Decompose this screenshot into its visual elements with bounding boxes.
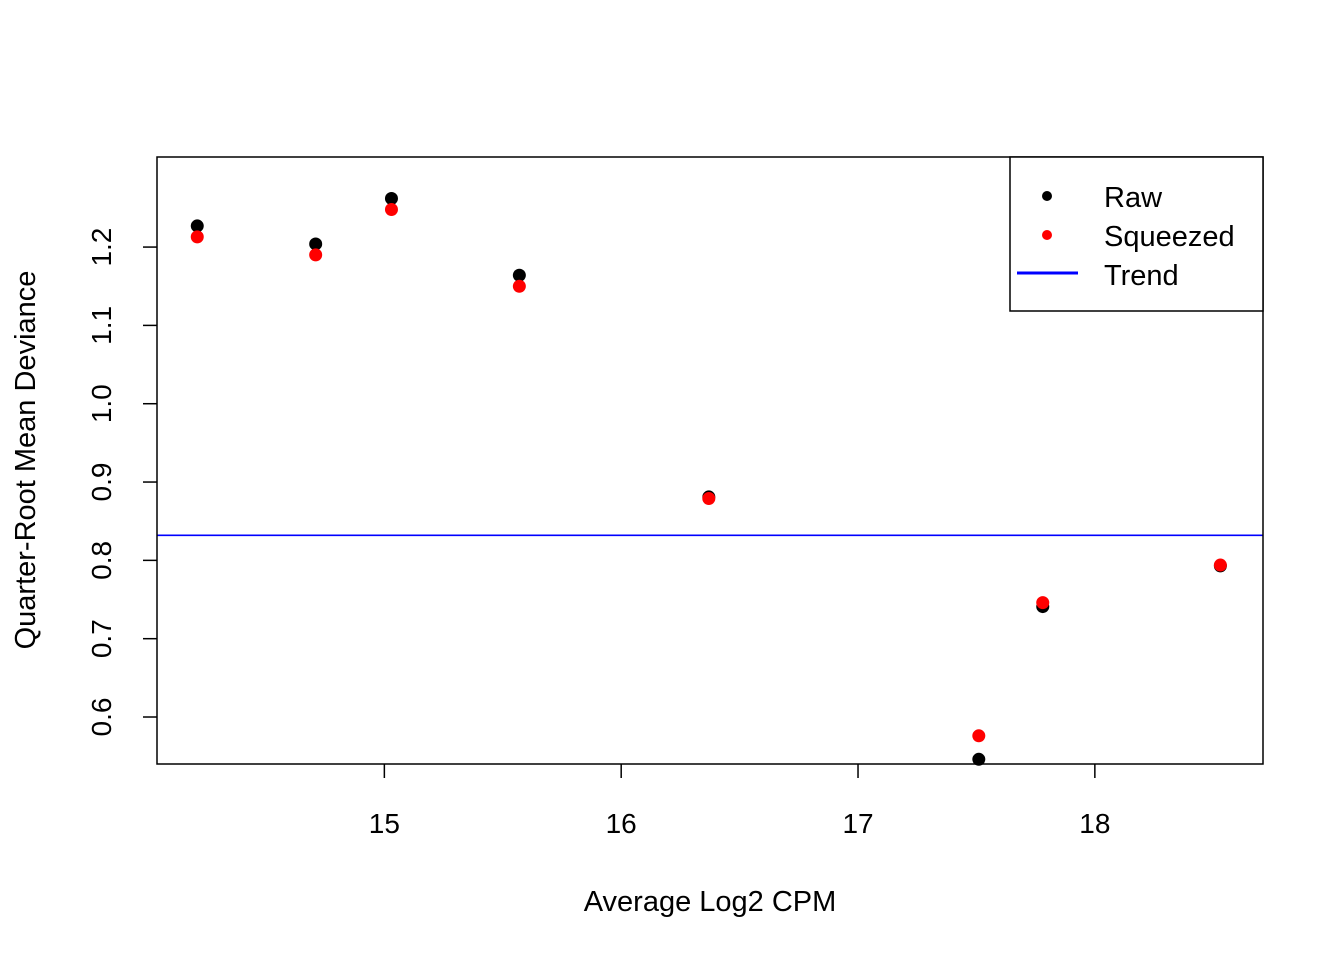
squeezed-point — [702, 491, 716, 505]
y-axis: 0.6 0.7 0.8 0.9 1.0 1.1 1.2 — [86, 228, 157, 737]
y-tick-label: 1.2 — [86, 228, 117, 267]
legend-raw-marker — [1042, 191, 1052, 201]
squeezed-point — [512, 279, 526, 293]
raw-point — [972, 752, 986, 766]
x-tick-label: 17 — [842, 808, 873, 839]
raw-point — [512, 268, 526, 282]
y-tick-label: 0.9 — [86, 463, 117, 502]
raw-point — [309, 237, 323, 251]
x-tick-label: 15 — [369, 808, 400, 839]
x-axis: 15 16 17 18 — [369, 764, 1110, 839]
legend-raw-label: Raw — [1104, 182, 1163, 214]
legend-trend-label: Trend — [1104, 260, 1179, 292]
points-layer — [190, 192, 1227, 766]
squeezed-point — [1036, 596, 1050, 610]
x-tick-label: 18 — [1079, 808, 1110, 839]
squeezed-point — [190, 230, 204, 244]
raw-point — [384, 192, 398, 206]
squeezed-point — [384, 202, 398, 216]
y-tick-label: 1.0 — [86, 384, 117, 423]
squeezed-point — [972, 729, 986, 743]
legend-squeezed-marker — [1042, 230, 1052, 240]
squeezed-point — [309, 248, 323, 262]
y-tick-label: 1.1 — [86, 306, 117, 345]
y-tick-label: 0.7 — [86, 619, 117, 658]
y-tick-label: 0.8 — [86, 541, 117, 580]
squeezed-point — [1213, 558, 1227, 572]
legend: Raw Squeezed Trend — [1009, 156, 1264, 312]
x-tick-label: 16 — [606, 808, 637, 839]
plot-frame — [156, 156, 1264, 765]
legend-squeezed-label: Squeezed — [1104, 221, 1235, 253]
raw-point — [190, 219, 204, 233]
legend-box — [1009, 156, 1264, 312]
x-axis-title: Average Log2 CPM — [584, 886, 837, 918]
y-axis-title: Quarter-Root Mean Deviance — [10, 271, 42, 650]
y-tick-label: 0.6 — [86, 698, 117, 737]
